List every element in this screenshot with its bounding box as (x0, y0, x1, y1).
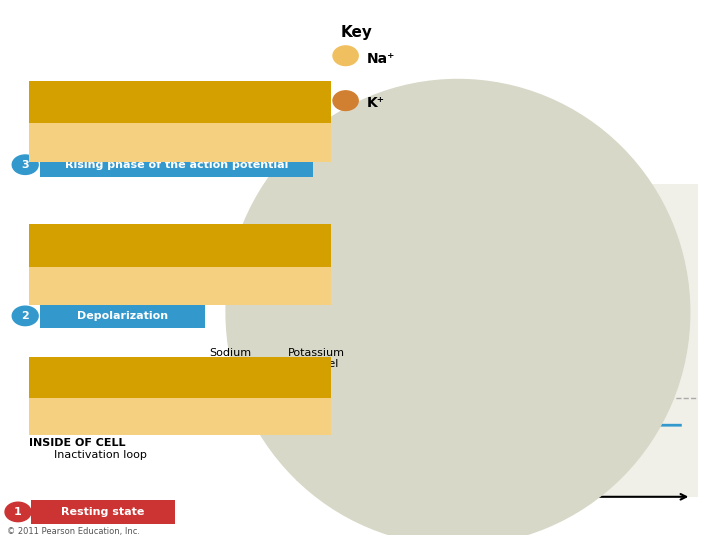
Circle shape (333, 91, 359, 111)
Text: 1: 1 (14, 507, 22, 517)
FancyBboxPatch shape (29, 124, 331, 162)
Circle shape (12, 306, 38, 326)
Y-axis label: Membrane potential
(mV): Membrane potential (mV) (259, 277, 287, 403)
Text: Resting potential: Resting potential (410, 443, 505, 454)
Text: © 2011 Pearson Education, Inc.: © 2011 Pearson Education, Inc. (7, 526, 140, 536)
Text: 3: 3 (446, 281, 454, 291)
Text: Depolarization: Depolarization (77, 311, 168, 321)
Text: 2: 2 (22, 311, 29, 321)
Text: Action
potential: Action potential (410, 218, 478, 239)
FancyBboxPatch shape (29, 357, 331, 399)
FancyBboxPatch shape (40, 303, 205, 328)
Text: INSIDE OF CELL: INSIDE OF CELL (29, 437, 125, 448)
FancyBboxPatch shape (29, 267, 331, 305)
Text: 1: 1 (407, 409, 414, 420)
Text: Key: Key (340, 25, 372, 40)
Text: 3: 3 (22, 160, 29, 170)
Circle shape (324, 279, 576, 292)
Text: Sodium
channel: Sodium channel (208, 348, 253, 369)
FancyBboxPatch shape (29, 82, 331, 125)
Text: OUTSIDE OF CELL: OUTSIDE OF CELL (29, 359, 138, 369)
Text: 2: 2 (454, 370, 461, 380)
Text: Resting state: Resting state (61, 507, 145, 517)
FancyBboxPatch shape (31, 500, 175, 524)
Ellipse shape (226, 79, 690, 540)
Text: Rising phase of the action potential: Rising phase of the action potential (65, 160, 288, 170)
Text: Threshold: Threshold (380, 372, 435, 382)
Circle shape (5, 502, 31, 522)
FancyBboxPatch shape (29, 398, 331, 435)
Circle shape (12, 155, 38, 174)
Circle shape (331, 369, 583, 381)
Text: Time: Time (374, 502, 405, 515)
Text: K⁺: K⁺ (367, 97, 385, 111)
Circle shape (333, 46, 359, 65)
Text: Inactivation loop: Inactivation loop (54, 450, 147, 460)
Text: Na⁺: Na⁺ (367, 51, 395, 65)
FancyBboxPatch shape (40, 152, 313, 177)
FancyBboxPatch shape (29, 225, 331, 268)
Text: Potassium
channel: Potassium channel (288, 348, 346, 369)
Circle shape (284, 408, 536, 421)
